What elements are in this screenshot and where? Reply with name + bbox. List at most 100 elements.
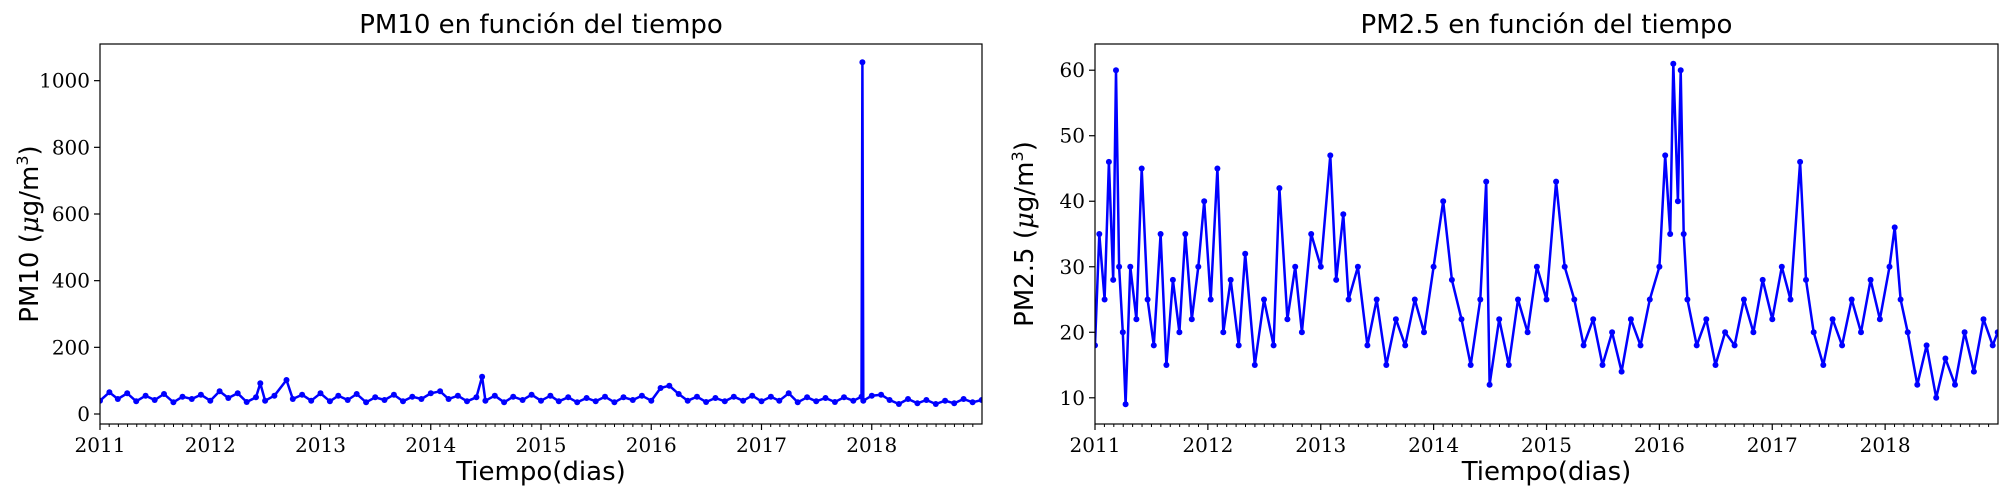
data-point — [831, 399, 838, 405]
data-point — [1163, 362, 1170, 368]
data-point — [326, 398, 333, 405]
data-point — [1448, 276, 1455, 283]
data-point — [1138, 165, 1145, 172]
data-point — [1580, 342, 1587, 349]
data-point — [1961, 329, 1968, 336]
data-point — [1496, 316, 1503, 323]
data-point — [1989, 342, 1996, 349]
data-point — [1096, 231, 1103, 237]
data-point — [437, 388, 444, 395]
data-point — [1176, 329, 1183, 336]
data-point — [1467, 362, 1474, 368]
data-point — [794, 399, 801, 406]
data-point — [1133, 316, 1140, 323]
data-point — [363, 399, 370, 406]
data-point — [243, 399, 250, 405]
y-tick-label: 800 — [52, 135, 90, 159]
data-point — [1340, 211, 1347, 218]
data-point — [1810, 329, 1817, 336]
data-point — [1182, 231, 1189, 237]
data-point — [1201, 198, 1208, 205]
y-label-unit: g/m — [1010, 161, 1040, 212]
data-point — [1543, 296, 1550, 303]
data-point — [602, 393, 608, 400]
data-point — [1722, 329, 1729, 336]
data-point — [400, 398, 406, 405]
data-point — [721, 398, 728, 405]
y-tick-label: 1000 — [39, 69, 90, 93]
y-label-superscript: 3 — [1008, 151, 1027, 161]
data-point — [1251, 362, 1258, 368]
data-point — [684, 397, 691, 404]
data-point — [547, 392, 554, 399]
data-point — [914, 400, 921, 407]
data-point — [1933, 394, 1940, 401]
data-point — [1571, 296, 1578, 303]
data-point — [648, 397, 655, 404]
x-tick-label: 2014 — [405, 433, 456, 457]
data-point — [299, 391, 306, 398]
y-tick-label: 60 — [1060, 58, 1085, 82]
data-point — [1886, 263, 1893, 270]
data-point — [878, 391, 885, 398]
x-tick-label: 2012 — [1182, 433, 1233, 457]
data-point — [1327, 152, 1334, 159]
plot-frame — [99, 43, 983, 425]
data-point — [1829, 316, 1836, 323]
data-point — [1618, 368, 1625, 375]
data-point — [1276, 185, 1283, 192]
data-point — [418, 396, 425, 402]
data-point — [1670, 60, 1677, 67]
data-point — [1904, 329, 1911, 336]
data-point — [1677, 67, 1684, 74]
x-axis-label: Tiempo(dias) — [1461, 457, 1632, 487]
data-point — [1609, 329, 1616, 336]
data-point — [528, 391, 535, 398]
data-point — [1858, 329, 1864, 336]
y-tick-label: 50 — [1060, 124, 1085, 148]
data-point — [1505, 362, 1512, 368]
data-point — [1402, 342, 1409, 349]
data-point — [1769, 316, 1776, 323]
data-point — [1477, 296, 1484, 303]
data-point — [372, 394, 379, 401]
data-point — [1897, 296, 1904, 303]
data-point — [1952, 381, 1958, 388]
data-point — [1119, 329, 1126, 336]
data-point — [161, 391, 167, 397]
data-point — [629, 397, 636, 403]
data-point — [666, 382, 673, 389]
data-point — [100, 397, 103, 404]
data-point — [657, 385, 664, 391]
data-point — [335, 392, 342, 399]
data-point — [1797, 158, 1804, 165]
data-point — [283, 377, 290, 383]
data-point — [1101, 296, 1108, 303]
data-point — [1740, 296, 1747, 303]
data-point — [1820, 362, 1827, 368]
data-point — [427, 390, 434, 397]
data-point — [1354, 263, 1361, 270]
data-point — [106, 389, 113, 396]
data-point — [868, 392, 875, 399]
data-point — [1662, 152, 1669, 159]
data-point — [1590, 316, 1597, 323]
data-point — [730, 393, 737, 400]
data-point — [253, 394, 259, 401]
data-point — [620, 394, 627, 401]
data-point — [170, 399, 177, 406]
y-tick-label: 200 — [52, 335, 90, 359]
data-point — [308, 397, 315, 404]
data-point — [1891, 224, 1898, 231]
data-point — [519, 397, 526, 403]
data-point — [1150, 342, 1157, 349]
data-point — [1110, 276, 1117, 283]
data-point — [1298, 329, 1305, 336]
data-point — [179, 393, 186, 400]
data-point — [1839, 342, 1846, 349]
data-point — [1693, 342, 1700, 349]
data-point — [592, 398, 599, 405]
data-point — [445, 396, 452, 402]
data-point — [188, 396, 195, 402]
data-point — [1627, 316, 1634, 323]
